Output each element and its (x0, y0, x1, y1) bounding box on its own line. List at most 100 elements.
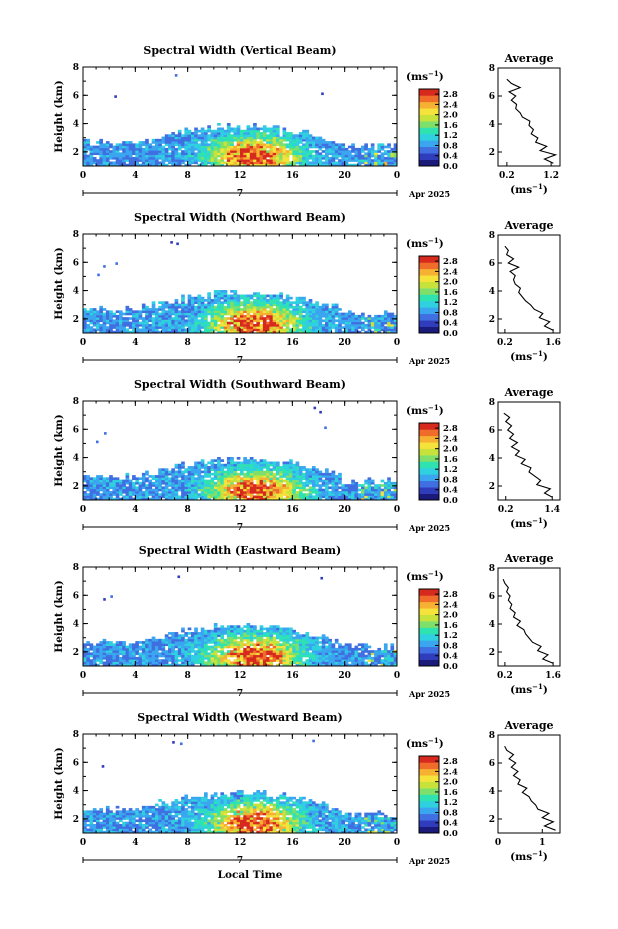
heatmap-cell (204, 488, 208, 492)
heatmap-cell (207, 632, 211, 635)
heatmap-cell (361, 159, 365, 162)
heatmap-cell (210, 650, 215, 653)
heatmap-cell (236, 132, 241, 135)
heatmap-cell (282, 468, 287, 471)
heatmap-cell (380, 321, 385, 325)
heatmap-cell (213, 299, 218, 302)
heatmap-cell (226, 305, 231, 309)
heatmap-cell (347, 495, 352, 499)
heatmap-cell (364, 481, 368, 485)
heatmap-cell (240, 330, 244, 334)
heatmap-cell (138, 314, 143, 318)
heatmap-cell (190, 303, 195, 307)
heatmap-cell (135, 663, 139, 667)
colorbar-unit-label-exp: −1 (428, 236, 439, 245)
heatmap-cell (174, 663, 179, 667)
heatmap-cell (187, 470, 192, 474)
heatmap-cell (256, 663, 261, 667)
heatmap-cell (187, 301, 192, 304)
heatmap-cell (128, 663, 133, 667)
heatmap-cell (289, 161, 293, 165)
heatmap-cell (311, 636, 316, 640)
heatmap-cell (289, 488, 293, 492)
heatmap-cell (259, 136, 264, 140)
heatmap-cell (158, 319, 162, 323)
heatmap-cell (96, 314, 100, 318)
heatmap-cell (246, 472, 251, 476)
heatmap-cell (279, 294, 283, 298)
heatmap-cell (158, 308, 162, 311)
heatmap-cell (269, 301, 274, 304)
heatmap-cell (390, 495, 395, 499)
heatmap-cell (174, 650, 179, 653)
heatmap-cell (184, 470, 189, 474)
heatmap-cell (122, 479, 126, 483)
heatmap-cell (174, 303, 179, 307)
heatmap-cell (148, 638, 153, 642)
heatmap-cell (83, 479, 87, 483)
heatmap-cell (311, 319, 316, 323)
heatmap-cell (151, 477, 156, 481)
heatmap-cell (275, 156, 280, 160)
heatmap-cell (226, 636, 231, 640)
heatmap-cell (177, 497, 182, 501)
heatmap-cell (308, 310, 313, 314)
heatmap-cell (184, 323, 189, 327)
heatmap-cell (118, 641, 123, 644)
heatmap-cell (210, 156, 215, 160)
heatmap-cell (96, 479, 100, 483)
heatmap-cell (135, 661, 139, 665)
heatmap-cell (341, 495, 346, 499)
heatmap-cell (240, 308, 244, 311)
heatmap-cell (125, 323, 130, 327)
heatmap-cell (282, 321, 287, 325)
heatmap-cell (109, 481, 113, 485)
heatmap-cell (233, 294, 238, 298)
heatmap-cell (217, 303, 221, 307)
heatmap-cell (118, 493, 123, 496)
heatmap-cell (207, 147, 211, 151)
heatmap-cell (210, 314, 215, 318)
heatmap-cell (197, 326, 202, 329)
heatmap-cell (390, 323, 395, 327)
heatmap-cell (204, 161, 208, 165)
heatmap-cell (132, 312, 136, 316)
heatmap-cell (145, 488, 149, 492)
heatmap-cell (200, 638, 205, 642)
heatmap-cell (154, 488, 159, 492)
colorbar-tick-label: 0.4 (443, 152, 458, 162)
heatmap-cell (141, 495, 146, 499)
heatmap-cell (328, 495, 332, 499)
heatmap-cell (177, 468, 182, 471)
heatmap-cell (125, 472, 130, 476)
heatmap-cell (298, 323, 303, 327)
heatmap-cell (266, 141, 270, 144)
heatmap-cell (285, 145, 290, 149)
heatmap-cell (331, 470, 336, 474)
heatmap-cell (311, 661, 316, 665)
heatmap-cell (197, 296, 202, 300)
heatmap-cell (177, 317, 182, 320)
heatmap-cell (269, 486, 274, 490)
heatmap-cell (168, 488, 172, 492)
heatmap-cell (194, 497, 198, 501)
heatmap-cell (210, 147, 215, 151)
heatmap-cell (328, 472, 332, 476)
heatmap-cell (83, 475, 87, 478)
heatmap-cell (338, 317, 342, 320)
heatmap-cell (347, 159, 352, 162)
heatmap-cell (132, 663, 136, 667)
heatmap-cell (279, 627, 283, 631)
heatmap-cell (174, 656, 179, 660)
heatmap-cell (197, 323, 202, 327)
heatmap-cell (256, 136, 261, 140)
heatmap-cell (141, 303, 146, 307)
heatmap-cell (161, 638, 166, 642)
heatmap-cell (105, 141, 110, 144)
heatmap-cell (272, 129, 277, 133)
heatmap-cell (125, 659, 130, 662)
heatmap-cell (230, 150, 234, 153)
heatmap-cell (377, 497, 382, 501)
heatmap-cell (190, 490, 195, 494)
heatmap-cell (253, 141, 257, 144)
